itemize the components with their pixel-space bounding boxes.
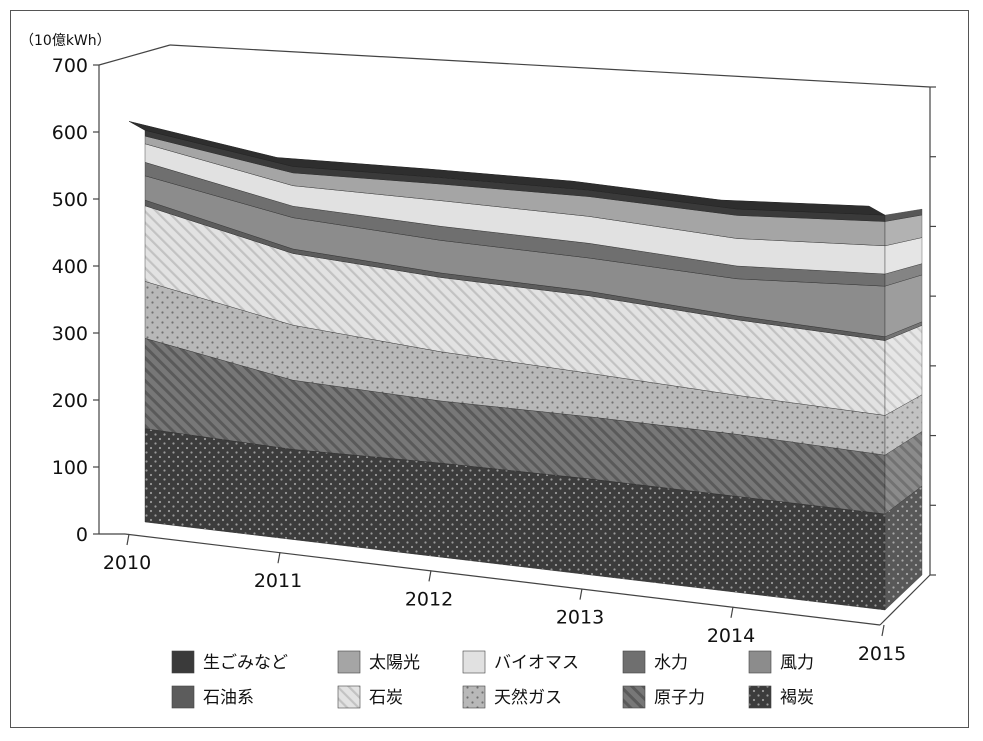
- legend-swatch: [462, 650, 486, 674]
- legend-label: 原子力: [654, 688, 705, 708]
- chart-walls: [98, 44, 931, 626]
- legend-label: 褐炭: [780, 688, 814, 708]
- x-tick-mark: [277, 552, 281, 564]
- x-tick-label: 2012: [405, 588, 453, 610]
- y-tick-label: 300: [52, 323, 88, 345]
- x-tick-label: 2013: [556, 607, 604, 629]
- area-side-10: [884, 208, 923, 222]
- legend-label: 風力: [780, 653, 814, 673]
- back-wall-top-left: [98, 44, 171, 66]
- legend-label: 太陽光: [369, 653, 420, 673]
- legend-label: バイオマス: [494, 653, 579, 673]
- x-tick-mark: [881, 624, 885, 637]
- y-tick-label: 100: [52, 457, 88, 479]
- y-axis: 0 100 200 300 400 500 600 700: [52, 55, 936, 576]
- x-tick-mark: [126, 533, 130, 546]
- floor-right-edge: [879, 574, 931, 626]
- x-tick-label: 2015: [858, 643, 906, 665]
- legend-label: 天然ガス: [494, 688, 562, 708]
- y-tick-label: 400: [52, 256, 88, 278]
- legend-swatch: [748, 650, 772, 674]
- legend-label: 石炭: [369, 688, 403, 708]
- x-tick-mark: [428, 570, 432, 582]
- legend-swatch: [337, 650, 361, 674]
- legend-swatch: [622, 650, 646, 674]
- x-tick-label: 2014: [707, 625, 755, 647]
- x-tick-label: 2011: [254, 570, 302, 592]
- x-tick-label: 2010: [103, 552, 151, 574]
- area-layers: [128, 121, 923, 611]
- x-tick-mark: [730, 606, 734, 618]
- y-tick-label: 600: [52, 122, 88, 144]
- legend-label: 生ごみなど: [203, 653, 288, 673]
- y-tick-label: 500: [52, 189, 88, 211]
- legend-swatch: [748, 685, 772, 709]
- back-wall-top-edge: [169, 44, 931, 88]
- legend-swatch: [337, 685, 361, 709]
- legend-label: 石油系: [203, 688, 254, 708]
- legend-swatch: [622, 685, 646, 709]
- legend-swatch: [171, 650, 195, 674]
- y-tick-label: 200: [52, 390, 88, 412]
- legend-swatch: [171, 685, 195, 709]
- unit-label: （10億kWh）: [20, 33, 111, 49]
- y-tick-label: 0: [76, 524, 88, 546]
- x-axis: 2010 2011 2012 2013 2014 2015: [103, 533, 906, 665]
- y-tick-label: 700: [52, 55, 88, 77]
- x-axis-line: [124, 533, 881, 626]
- legend-label: 水力: [654, 653, 688, 673]
- legend-swatch: [462, 685, 486, 709]
- area-top-cap: [128, 121, 886, 216]
- x-tick-mark: [579, 588, 583, 600]
